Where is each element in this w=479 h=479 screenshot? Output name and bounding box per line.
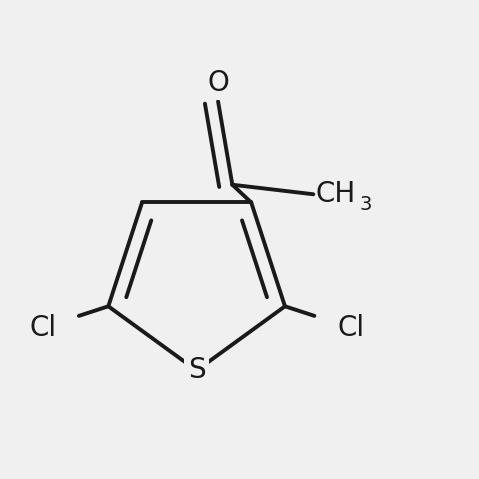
Text: O: O bbox=[207, 69, 229, 97]
Text: S: S bbox=[188, 356, 205, 385]
Text: Cl: Cl bbox=[29, 314, 56, 342]
Text: Cl: Cl bbox=[337, 314, 364, 342]
Text: CH: CH bbox=[316, 180, 356, 208]
Text: 3: 3 bbox=[360, 195, 372, 214]
